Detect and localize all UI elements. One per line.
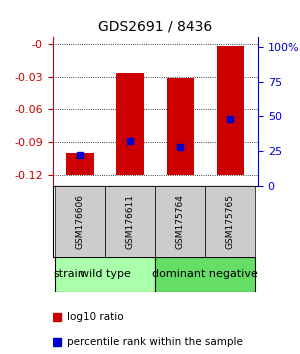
Bar bbox=[167, 78, 194, 175]
Bar bbox=[116, 73, 144, 175]
Text: GSM176606: GSM176606 bbox=[76, 194, 85, 249]
Bar bbox=[55, 186, 105, 257]
Text: dominant negative: dominant negative bbox=[152, 269, 258, 279]
Bar bbox=[66, 153, 94, 175]
Bar bbox=[206, 186, 256, 257]
Bar bbox=[155, 257, 256, 292]
Bar bbox=[55, 257, 155, 292]
Title: GDS2691 / 8436: GDS2691 / 8436 bbox=[98, 19, 212, 33]
Text: percentile rank within the sample: percentile rank within the sample bbox=[67, 337, 243, 347]
Bar bbox=[217, 46, 244, 175]
Bar bbox=[155, 186, 206, 257]
Text: GSM176611: GSM176611 bbox=[126, 194, 135, 249]
Bar bbox=[105, 186, 155, 257]
Text: strain: strain bbox=[53, 269, 86, 279]
Text: log10 ratio: log10 ratio bbox=[67, 312, 124, 322]
Text: GSM175765: GSM175765 bbox=[226, 194, 235, 249]
Text: wild type: wild type bbox=[80, 269, 130, 279]
Text: GSM175764: GSM175764 bbox=[176, 194, 185, 249]
